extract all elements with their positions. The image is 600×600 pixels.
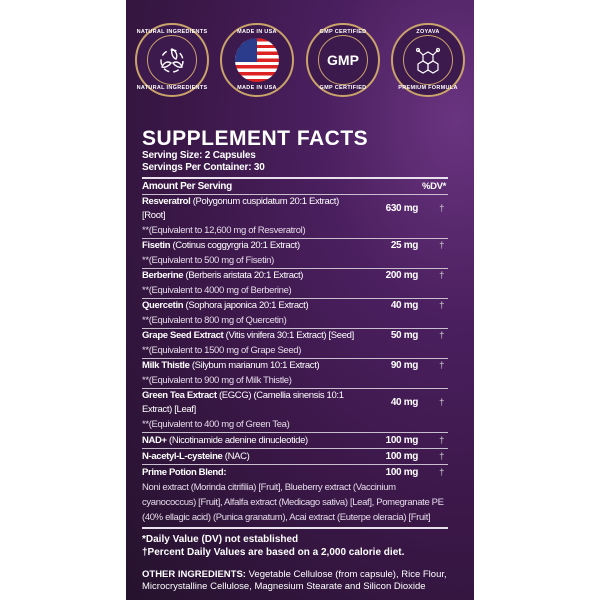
ingredient-equivalent: **(Equivalent to 500 mg of Fisetin): [142, 253, 448, 269]
ingredient-name: Grape Seed Extract (Vitis vinifera 30:1 …: [142, 329, 358, 343]
supplement-facts: SUPPLEMENT FACTS Serving Size: 2 Capsule…: [142, 128, 448, 593]
ingredient-row: Milk Thistle (Silybum marianum 10:1 Extr…: [142, 359, 448, 373]
footnote-dv: *Daily Value (DV) not established: [142, 534, 299, 545]
ingredient-dv: †: [439, 240, 444, 251]
ingredient-amount: 40 mg: [390, 397, 419, 408]
badge-text-bottom: PREMIUM FORMULA: [398, 85, 458, 91]
ingredient-name: Berberine (Berberis aristata 20:1 Extrac…: [142, 269, 358, 283]
ingredient-row: N-acetyl-L-cysteine (NAC) 100 mg †: [142, 449, 448, 465]
ingredient-dv: †: [439, 397, 444, 408]
ingredient-equivalent: **(Equivalent to 800 mg of Quercetin): [142, 313, 448, 329]
ingredient-title: Berberine: [142, 270, 184, 281]
serving-size: Serving Size: 2 Capsules: [142, 150, 256, 161]
made-in-usa-badge: MADE IN USA MADE IN USA: [220, 23, 294, 97]
us-flag-icon: [235, 38, 279, 82]
blend-ingredients: Noni extract (Morinda citrifilia) [Fruit…: [142, 482, 444, 523]
ingredient-amount: 100 mg: [385, 435, 419, 446]
badge-text-top: NATURAL INGREDIENTS: [136, 29, 208, 35]
ingredient-title: Milk Thistle: [142, 360, 190, 371]
ingredient-row: Fisetin (Cotinus coggyrgria 20:1 Extract…: [142, 239, 448, 253]
ingredient-row: Grape Seed Extract (Vitis vinifera 30:1 …: [142, 329, 448, 343]
ingredient-dv: †: [439, 330, 444, 341]
ingredient-row: Resveratrol (Polygonum cuspidatum 20:1 E…: [142, 195, 448, 223]
other-ingredients-label: OTHER INGREDIENTS:: [142, 569, 246, 580]
ingredient-detail: (Berberis aristata 20:1 Extract): [185, 270, 304, 281]
ingredient-title: Green Tea Extract: [142, 390, 217, 401]
ingredient-name: NAD+ (Nicotinamide adenine dinucleotide): [142, 433, 358, 448]
ingredient-title: Quercetin: [142, 300, 184, 311]
ingredient-equivalent: **(Equivalent to 900 mg of Milk Thistle): [142, 373, 448, 389]
badge-text-bottom: NATURAL INGREDIENTS: [136, 85, 208, 91]
ingredient-equivalent: **(Equivalent to 1500 mg of Grape Seed): [142, 343, 448, 359]
ingredient-dv: †: [439, 467, 444, 478]
ingredient-title: Fisetin: [142, 240, 171, 251]
ingredient-name: Fisetin (Cotinus coggyrgria 20:1 Extract…: [142, 239, 358, 253]
ingredient-amount: 100 mg: [385, 467, 419, 478]
ingredient-equivalent: **(Equivalent to 4000 mg of Berberine): [142, 283, 448, 299]
ingredient-title: Grape Seed Extract: [142, 330, 224, 341]
ingredient-dv: †: [439, 300, 444, 311]
gmp-mark: GMP: [318, 35, 368, 85]
natural-ingredients-badge: NATURAL INGREDIENTS NATURAL INGREDIENTS: [135, 23, 209, 97]
gmp-certified-badge: GMP CERTIFIED GMP GMP CERTIFIED: [306, 23, 380, 97]
premium-formula-badge: ZOYAVA PREMIUM FORMULA: [391, 23, 465, 97]
ingredient-dv: †: [439, 435, 444, 446]
leaves-recycle-icon: [147, 35, 197, 85]
ingredient-amount: 100 mg: [385, 451, 419, 462]
ingredient-amount: 90 mg: [390, 360, 419, 371]
ingredient-amount: 50 mg: [390, 330, 419, 341]
table-header: Amount Per Serving %DV*: [142, 179, 448, 195]
ingredient-name: Quercetin (Sophora japonica 20:1 Extract…: [142, 299, 358, 313]
ingredient-name: N-acetyl-L-cysteine (NAC): [142, 449, 358, 464]
badge-text-top: GMP CERTIFIED: [319, 29, 367, 35]
ingredient-row: Prime Potion Blend: 100 mg †: [142, 465, 448, 480]
ingredient-equivalent: **(Equivalent to 12,600 mg of Resveratro…: [142, 223, 448, 239]
ingredient-name: Resveratrol (Polygonum cuspidatum 20:1 E…: [142, 195, 358, 223]
badge-text-top: MADE IN USA: [237, 29, 277, 35]
ingredient-row: Quercetin (Sophora japonica 20:1 Extract…: [142, 299, 448, 313]
ingredient-amount: 630 mg: [385, 203, 419, 214]
ingredient-title: N-acetyl-L-cysteine: [142, 451, 223, 462]
ingredient-equivalent: **(Equivalent to 400 mg of Green Tea): [142, 417, 448, 433]
ingredient-title: Resveratrol: [142, 196, 191, 207]
servings-per-container: Servings Per Container: 30: [142, 162, 265, 173]
ingredient-detail: (NAC): [224, 451, 250, 462]
badge-text-bottom: MADE IN USA: [237, 85, 277, 91]
ingredient-amount: 25 mg: [390, 240, 419, 251]
ingredient-dv: †: [439, 451, 444, 462]
ingredient-detail: (Nicotinamide adenine dinucleotide): [169, 435, 308, 446]
ingredient-detail: (Sophora japonica 20:1 Extract): [185, 300, 309, 311]
ingredient-name: Green Tea Extract (EGCG) (Camellia sinen…: [142, 389, 358, 417]
ingredient-detail: (Vitis vinifera 30:1 Extract) [Seed]: [225, 330, 355, 341]
product-label-panel: NATURAL INGREDIENTS NATURAL INGREDIENTS …: [126, 0, 474, 600]
ingredient-title: Prime Potion Blend:: [142, 467, 227, 478]
facts-title: SUPPLEMENT FACTS: [142, 127, 369, 150]
ingredient-row: Berberine (Berberis aristata 20:1 Extrac…: [142, 269, 448, 283]
ingredient-dv: †: [439, 270, 444, 281]
ingredient-amount: 200 mg: [385, 270, 419, 281]
header-amount: Amount Per Serving: [142, 181, 232, 192]
ingredient-dv: †: [439, 360, 444, 371]
ingredient-name: Milk Thistle (Silybum marianum 10:1 Extr…: [142, 359, 358, 373]
other-ingredients-text: Vegetable Cellulose (from capsule), Rice…: [142, 569, 447, 592]
ingredient-amount: 40 mg: [390, 300, 419, 311]
ingredient-row: NAD+ (Nicotinamide adenine dinucleotide)…: [142, 433, 448, 449]
molecule-icon: [403, 35, 453, 85]
ingredient-row: Green Tea Extract (EGCG) (Camellia sinen…: [142, 389, 448, 417]
footnote-calorie: †Percent Daily Values are based on a 2,0…: [142, 547, 405, 558]
other-ingredients: OTHER INGREDIENTS: Vegetable Cellulose (…: [142, 569, 448, 593]
ingredient-detail: (Silybum marianum 10:1 Extract): [191, 360, 320, 371]
divider: [142, 527, 448, 529]
ingredient-detail: (Cotinus coggyrgria 20:1 Extract): [172, 240, 300, 251]
divider: [142, 177, 448, 179]
badge-text-top: ZOYAVA: [416, 29, 440, 35]
header-dv: %DV*: [422, 181, 446, 192]
ingredient-rows: Resveratrol (Polygonum cuspidatum 20:1 E…: [142, 195, 448, 480]
badge-text-bottom: GMP CERTIFIED: [319, 85, 367, 91]
ingredient-title: NAD+: [142, 435, 167, 446]
ingredient-detail: (EGCG) (Camellia sinensis 10:1 Extract) …: [142, 390, 344, 415]
ingredient-dv: †: [439, 203, 444, 214]
ingredient-name: Prime Potion Blend:: [142, 465, 358, 480]
ingredient-detail: (Polygonum cuspidatum 20:1 Extract) [Roo…: [142, 196, 339, 221]
